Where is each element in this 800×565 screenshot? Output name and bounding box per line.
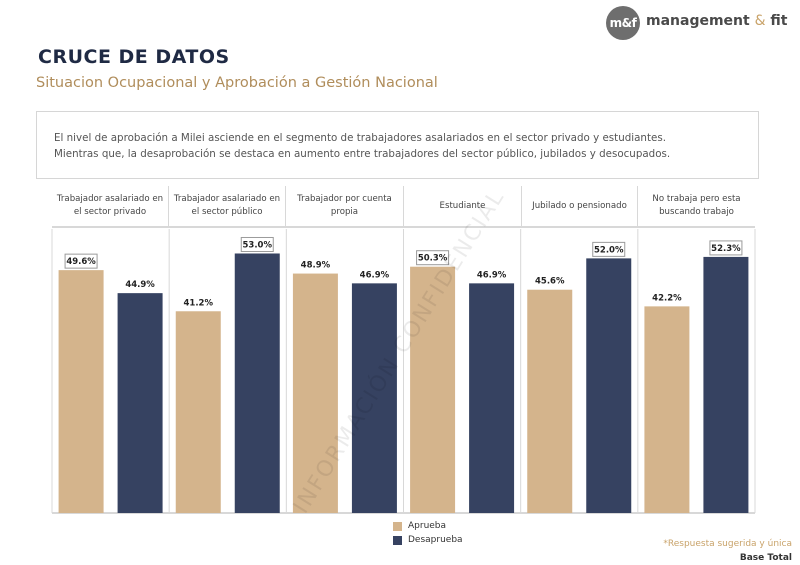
data-label-box [64,253,98,269]
legend-swatch-aprueba [393,521,402,531]
data-label-aprueba: 48.9% [301,261,331,271]
data-label-aprueba: 50.3% [418,254,448,264]
column-header-private-worker: Trabajador asalariado en el sector priva… [52,186,168,228]
bar-desaprueba [586,258,632,513]
bar-desaprueba [117,293,163,513]
legend-label-desaprueba: Desaprueba [408,535,463,545]
legend-swatch-desaprueba [393,535,402,545]
legend-item-desaprueba: Desaprueba [393,535,463,545]
data-label-desaprueba: 44.9% [125,280,155,290]
column-header-self-employed: Trabajador por cuenta propia [285,186,403,228]
bar-aprueba [644,306,690,513]
data-label-desaprueba: 53.0% [243,240,273,250]
data-label-desaprueba: 52.0% [594,245,624,255]
column-header-public-worker: Trabajador asalariado en el sector públi… [168,186,285,228]
summary-line-2: Mientras que, la desaprobación se destac… [54,148,671,160]
data-label-desaprueba: 46.9% [477,270,507,280]
data-label-aprueba: 42.2% [652,293,682,303]
data-label-box [240,236,274,252]
data-label-aprueba: 49.6% [66,257,96,267]
bar-desaprueba [703,256,749,513]
data-label-desaprueba: 52.3% [711,244,741,254]
legend-item-aprueba: Aprueba [393,521,446,531]
base-total-note: Base Total [739,553,792,563]
page-subtitle: Situacion Ocupacional y Aprobación a Ges… [36,75,438,91]
data-label-desaprueba: 46.9% [360,270,390,280]
brand-name-part1: management [646,13,750,29]
summary-line-1: El nivel de aprobación a Milei asciende … [54,132,666,144]
column-header-student: Estudiante [403,186,521,228]
column-header-retired: Jubilado o pensionado [521,186,637,228]
page-title: CRUCE DE DATOS [38,46,230,68]
bar-desaprueba [351,283,397,513]
suggested-response-note: *Respuesta sugerida y única [663,539,792,549]
bar-aprueba [292,273,338,513]
data-label-box [416,250,450,266]
brand-name-part2: fit [770,13,788,29]
bar-aprueba [175,311,221,513]
bar-aprueba [410,266,456,513]
brand-logo-mark: m&f [606,6,640,40]
data-label-aprueba: 45.6% [535,277,565,287]
data-label-aprueba: 41.2% [184,298,214,308]
data-label-box [709,240,743,256]
brand-name: management & fit [646,13,787,29]
legend-label-aprueba: Aprueba [408,521,447,531]
bar-desaprueba [234,253,280,513]
column-header-job-seeker: No trabaja pero esta buscando trabajo [637,186,755,228]
bar-aprueba [527,289,573,513]
summary-box: El nivel de aprobación a Milei asciende … [36,111,759,179]
data-label-box [592,241,626,257]
bar-aprueba [58,270,104,513]
brand-name-amp: & [754,13,766,29]
bar-desaprueba [469,283,515,513]
